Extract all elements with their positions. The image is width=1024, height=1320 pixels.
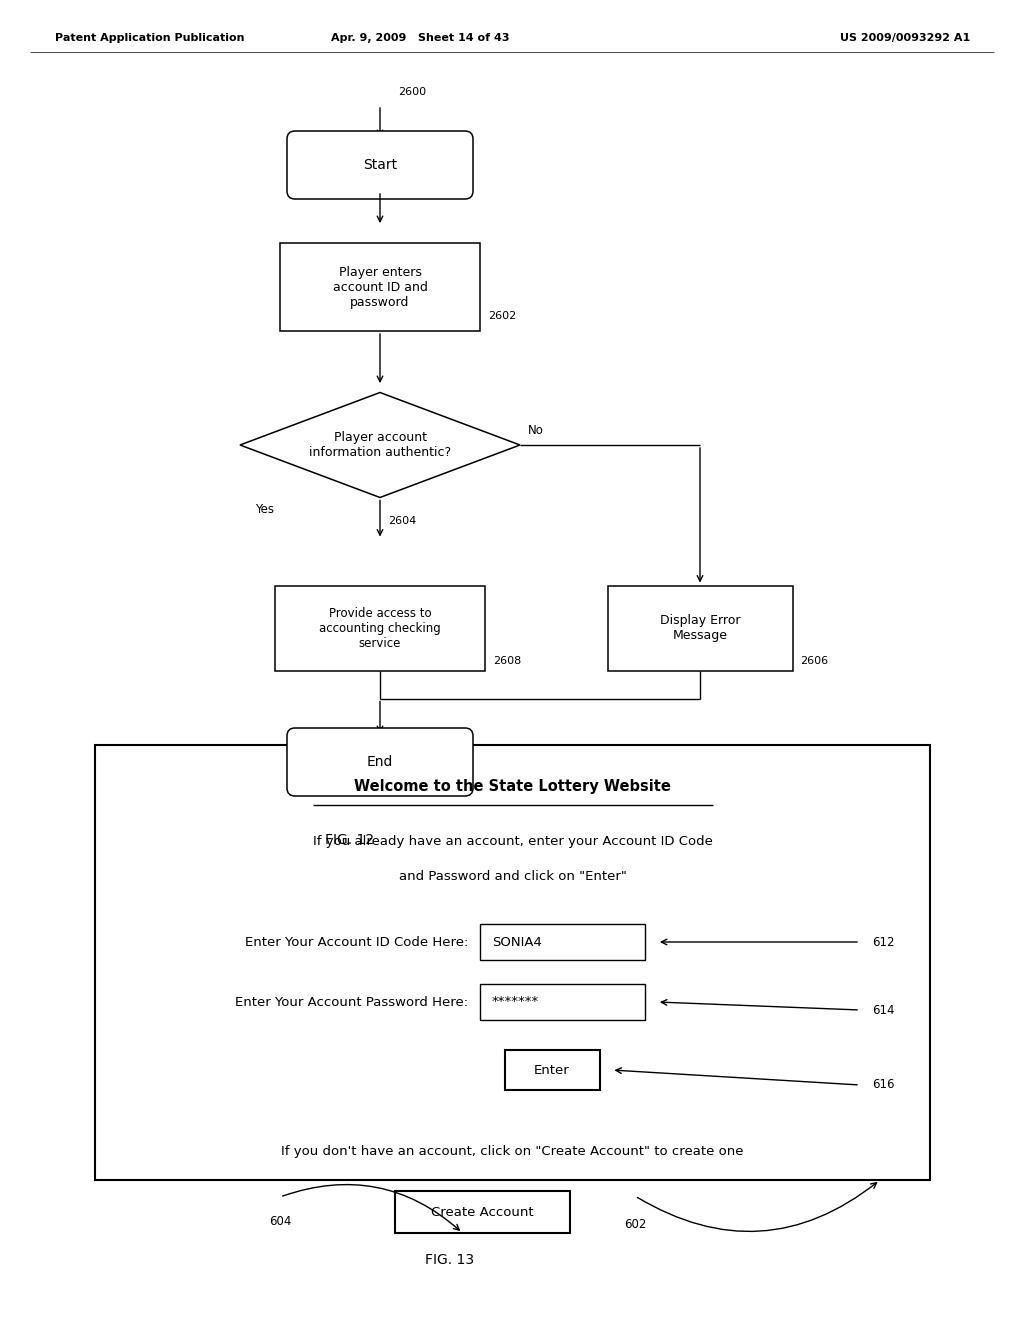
Text: 2602: 2602 <box>488 312 516 321</box>
Text: If you don't have an account, click on "Create Account" to create one: If you don't have an account, click on "… <box>282 1146 743 1159</box>
Bar <box>395 1191 570 1233</box>
Text: and Password and click on "Enter": and Password and click on "Enter" <box>398 870 627 883</box>
Text: FIG. 12: FIG. 12 <box>326 833 375 847</box>
Bar <box>280 243 480 331</box>
Text: 614: 614 <box>872 1003 895 1016</box>
Text: Apr. 9, 2009   Sheet 14 of 43: Apr. 9, 2009 Sheet 14 of 43 <box>331 33 509 44</box>
Text: Enter Your Account ID Code Here:: Enter Your Account ID Code Here: <box>245 936 468 949</box>
Text: Player enters
account ID and
password: Player enters account ID and password <box>333 265 427 309</box>
Text: Patent Application Publication: Patent Application Publication <box>55 33 245 44</box>
Bar <box>480 983 645 1020</box>
Text: 2604: 2604 <box>388 516 416 525</box>
Text: 2606: 2606 <box>801 656 828 665</box>
Text: Create Account: Create Account <box>431 1205 534 1218</box>
Text: SONIA4: SONIA4 <box>492 936 542 949</box>
Text: US 2009/0093292 A1: US 2009/0093292 A1 <box>840 33 970 44</box>
Text: No: No <box>528 424 544 437</box>
Bar <box>275 586 485 671</box>
Text: 2600: 2600 <box>398 87 426 96</box>
Text: Display Error
Message: Display Error Message <box>659 614 740 642</box>
Bar <box>607 586 793 671</box>
Text: Enter Your Account Password Here:: Enter Your Account Password Here: <box>234 995 468 1008</box>
Bar <box>480 924 645 960</box>
Text: *******: ******* <box>492 995 540 1008</box>
Text: End: End <box>367 755 393 770</box>
Text: Yes: Yes <box>255 503 274 516</box>
Text: If you already have an account, enter your Account ID Code: If you already have an account, enter yo… <box>312 836 713 849</box>
Text: 2608: 2608 <box>493 656 521 665</box>
Bar <box>505 1049 599 1090</box>
Text: 604: 604 <box>269 1214 291 1228</box>
Text: Welcome to the State Lottery Website: Welcome to the State Lottery Website <box>354 780 671 795</box>
Text: Start: Start <box>362 158 397 172</box>
Text: Provide access to
accounting checking
service: Provide access to accounting checking se… <box>319 606 441 649</box>
Text: 616: 616 <box>872 1078 895 1092</box>
FancyBboxPatch shape <box>287 131 473 199</box>
Text: 612: 612 <box>872 936 895 949</box>
FancyBboxPatch shape <box>287 729 473 796</box>
Text: Enter: Enter <box>535 1064 570 1077</box>
Polygon shape <box>240 392 520 498</box>
Text: Player account
information authentic?: Player account information authentic? <box>309 432 451 459</box>
Text: 602: 602 <box>624 1218 646 1232</box>
Text: FIG. 13: FIG. 13 <box>425 1253 474 1267</box>
Bar <box>95 744 930 1180</box>
